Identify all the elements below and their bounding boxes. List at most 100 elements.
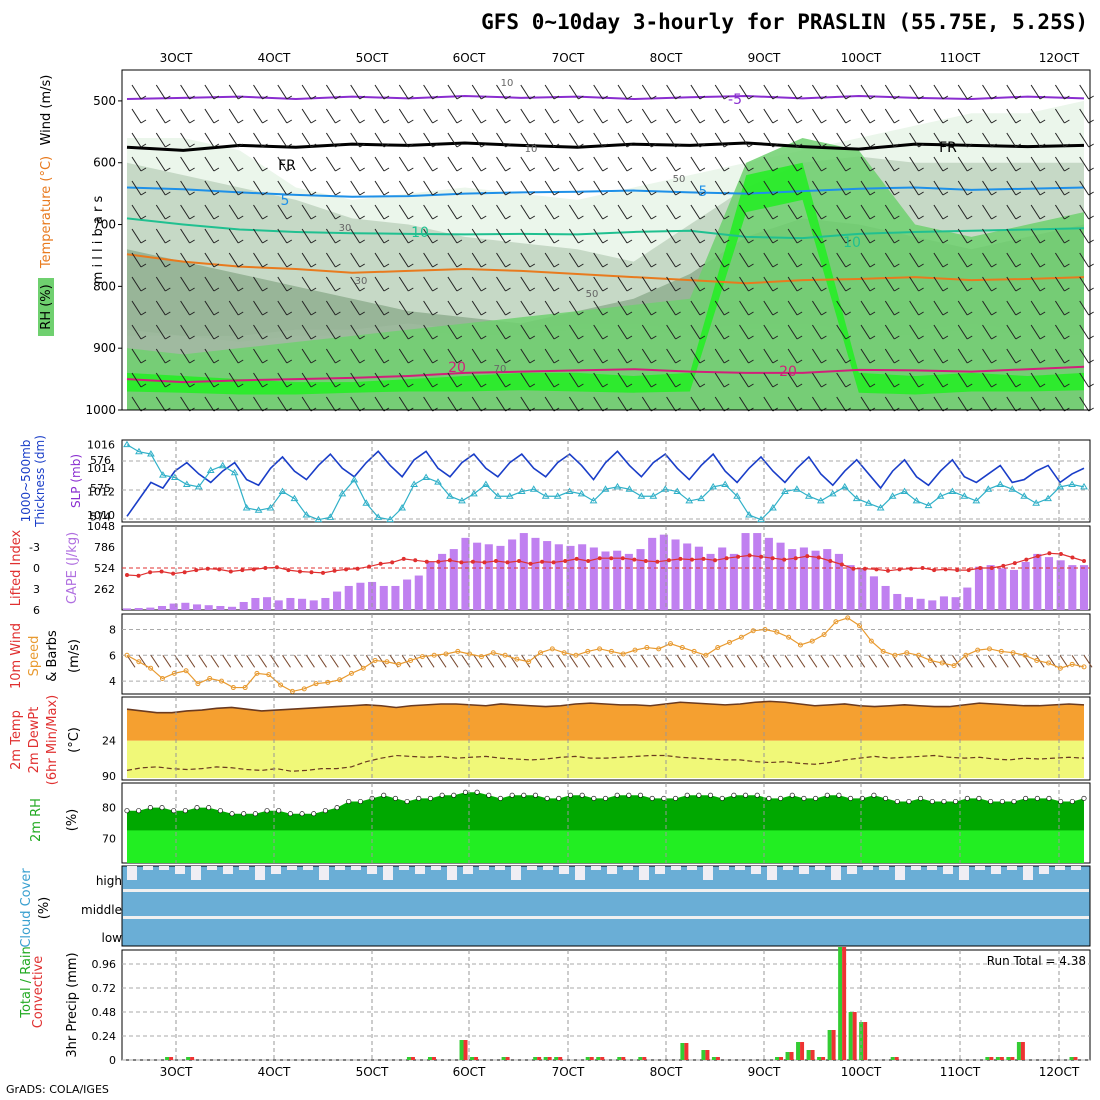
- surface-wind-barb: [987, 655, 997, 668]
- wind-barb-flag: [359, 383, 365, 388]
- wind-barb: [301, 108, 312, 124]
- wind-barb-flag: [237, 239, 244, 244]
- wind-barb-flag: [845, 191, 851, 196]
- cloud-high-gap: [335, 866, 345, 870]
- wind-barb: [204, 372, 215, 388]
- wind-barb: [666, 204, 677, 220]
- wind-barb-flag: [821, 119, 827, 124]
- wind-barb: [155, 300, 166, 316]
- wind-barb-flag: [335, 167, 341, 172]
- wind-barb-flag: [237, 311, 244, 316]
- wind-barb: [398, 372, 409, 388]
- wind-speed-marker: [384, 659, 390, 665]
- wind-barb-flag: [723, 239, 730, 244]
- wind-barb-flag: [894, 95, 900, 100]
- wind-barb-flag: [140, 143, 147, 148]
- slp-marker: [793, 485, 801, 492]
- cape-bar: [951, 597, 960, 610]
- wind-barb: [1079, 372, 1090, 388]
- wind-barb: [690, 300, 701, 316]
- wind-barb: [496, 108, 506, 124]
- slp-marker: [481, 480, 490, 488]
- wind-barb-flag: [918, 167, 924, 172]
- slp-marker: [984, 485, 993, 492]
- cloud-high-gap: [943, 866, 953, 874]
- wind-barb: [496, 132, 506, 148]
- wind-barb-flag: [383, 95, 390, 100]
- wind-barb-flag: [845, 95, 851, 100]
- wind-barb-flag: [359, 143, 365, 148]
- wind-barb: [568, 84, 579, 100]
- y-axis-label-cloud-unit: (%): [37, 897, 52, 920]
- wind-barb: [350, 276, 361, 292]
- lifted-index-marker: [609, 556, 614, 561]
- cape-bar: [379, 585, 388, 610]
- y-tick-precip: 0: [109, 1054, 116, 1067]
- wind-barb: [520, 228, 531, 244]
- cape-bar: [1033, 553, 1042, 610]
- rh2m-marker: [264, 808, 270, 814]
- wind-barb-flag: [140, 215, 147, 220]
- wind-barb: [325, 228, 336, 244]
- slp-marker: [314, 515, 323, 523]
- wind-barb: [301, 276, 312, 292]
- wind-barb-flag: [991, 119, 997, 124]
- wind-speed-marker: [762, 626, 768, 632]
- rh2m-marker: [824, 792, 830, 798]
- wind-barb: [690, 204, 701, 220]
- wind-speed-marker: [1046, 660, 1052, 666]
- wind-barb: [447, 132, 458, 148]
- wind-barb: [909, 348, 920, 364]
- wind-barb-flag: [845, 167, 851, 172]
- wind-speed-marker: [904, 650, 910, 656]
- wind-barb: [909, 84, 920, 100]
- surface-wind-barb: [270, 655, 279, 668]
- wind-barb-flag: [505, 95, 511, 100]
- slp-marker: [757, 515, 765, 523]
- wind-barb: [811, 324, 822, 340]
- wind-barb-flag: [918, 239, 924, 244]
- wind-barb-flag: [651, 263, 657, 268]
- wind-barb: [350, 180, 361, 196]
- rh2m-marker: [182, 808, 188, 814]
- cape-bar: [613, 550, 622, 610]
- wind-barb-flag: [310, 263, 317, 268]
- wind-barb: [1054, 228, 1065, 244]
- wind-speed-marker: [254, 670, 260, 676]
- wind-barb: [471, 396, 482, 412]
- wind-barb: [1054, 324, 1065, 340]
- wind-barb: [180, 156, 191, 172]
- y-axis-label-cloud: Cloud Cover: [19, 868, 34, 948]
- wind-barb: [520, 396, 531, 412]
- wind-barb-flag: [213, 263, 220, 268]
- wind-barb-flag: [335, 143, 341, 148]
- wind-speed-marker: [703, 652, 709, 658]
- wind-barb: [909, 324, 920, 340]
- cloud-high-gap: [447, 866, 457, 880]
- lifted-index-marker: [782, 557, 787, 562]
- cloud-high-gap: [415, 866, 425, 874]
- wind-barb: [423, 204, 434, 220]
- wind-barb: [325, 396, 336, 412]
- cape-bar: [811, 550, 820, 610]
- wind-barb: [1054, 84, 1065, 100]
- wind-barb: [496, 84, 506, 100]
- wind-barb: [204, 108, 215, 124]
- wind-barb: [1054, 252, 1065, 268]
- wind-barb: [544, 276, 555, 292]
- wind-barb: [1006, 372, 1017, 388]
- wind-barb-flag: [675, 95, 681, 100]
- y-tick-pressure: 600: [93, 156, 116, 170]
- wind-barb: [1030, 228, 1041, 244]
- wind-barb-flag: [335, 191, 341, 196]
- wind-barb-flag: [237, 119, 244, 124]
- wind-barb: [763, 348, 774, 364]
- precip-convective-bar: [169, 1057, 174, 1060]
- wind-barb-flag: [626, 119, 633, 124]
- wind-barb-flag: [165, 383, 171, 388]
- wind-speed-marker: [597, 646, 603, 652]
- lifted-index-marker: [643, 559, 648, 563]
- wind-barb: [301, 372, 312, 388]
- slp-marker: [864, 499, 873, 506]
- wind-barb-flag: [237, 263, 244, 268]
